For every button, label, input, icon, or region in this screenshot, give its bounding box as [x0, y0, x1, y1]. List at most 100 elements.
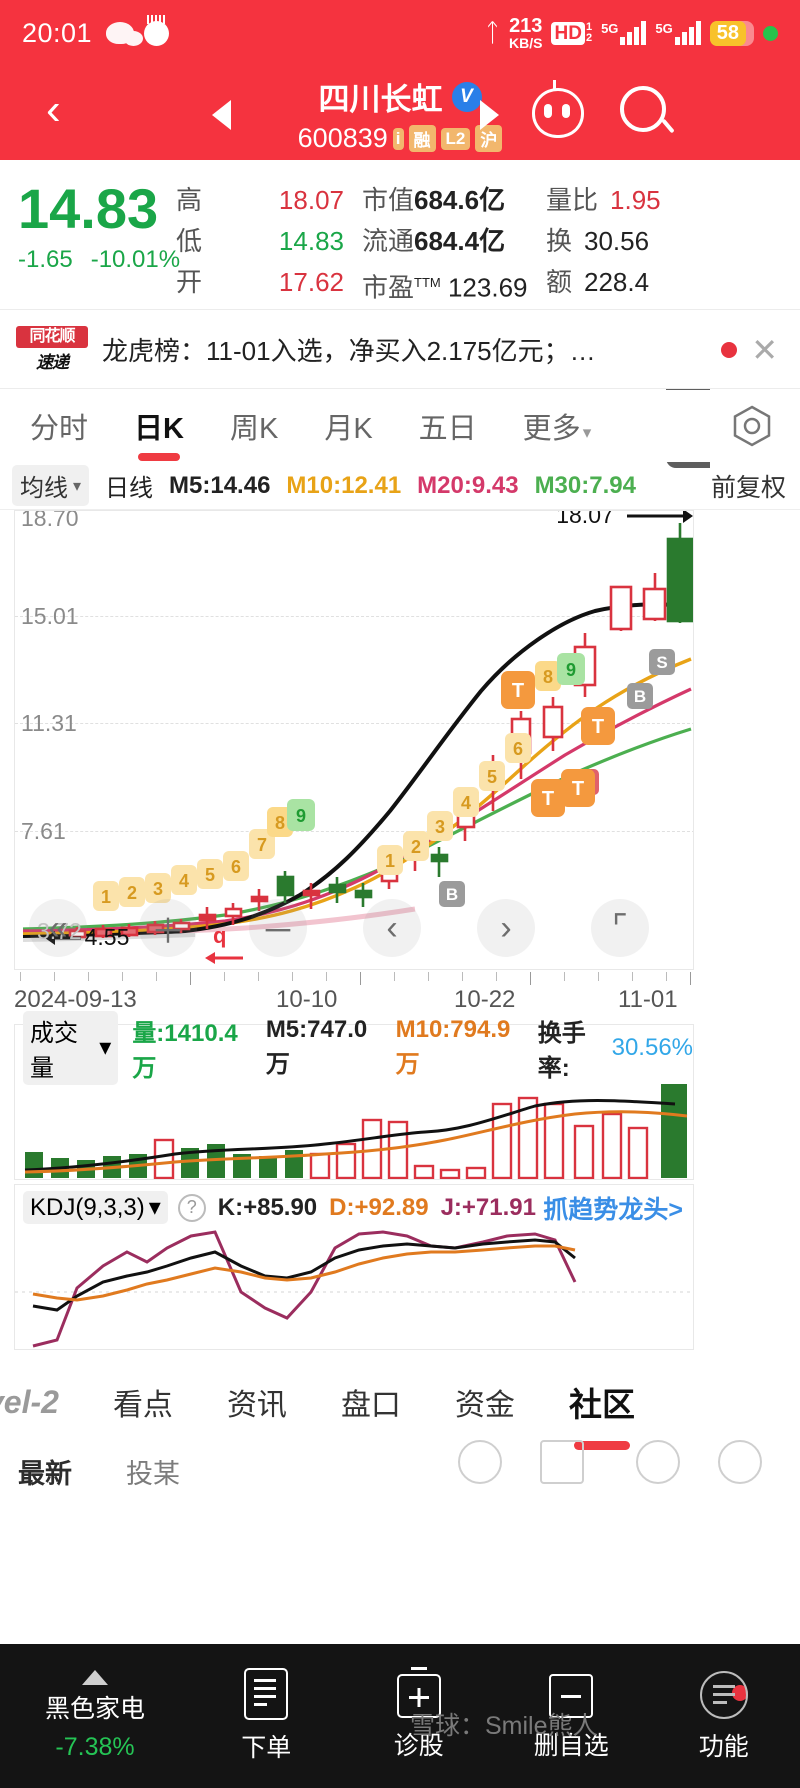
nav-remove-watchlist-button[interactable]: 删自选	[495, 1670, 648, 1762]
ma-selector[interactable]: 均线 ▾	[12, 465, 90, 506]
x-tick-0: 2024-09-13	[14, 986, 137, 1013]
tab-minute[interactable]: 分时	[30, 413, 89, 445]
turnover-rate-value: 30.56%	[611, 1033, 694, 1061]
x-tick-2: 10-22	[454, 986, 516, 1013]
svg-text:S: S	[656, 653, 667, 672]
svg-text:T: T	[542, 788, 554, 810]
tab-community[interactable]: 社区	[569, 1378, 635, 1426]
amount-value: 228.4	[584, 267, 650, 297]
tab-five-day[interactable]: 五日	[418, 413, 477, 445]
svg-text:6: 6	[513, 739, 523, 759]
high-value: 18.07	[278, 185, 344, 215]
tab-monthly-k[interactable]: 月K	[324, 413, 373, 445]
section-tabs: vel-2 看点 资讯 盘口 资金 社区	[0, 1358, 800, 1446]
prev-stock-arrow-icon[interactable]	[212, 100, 231, 130]
notice-text: 龙虎榜：11-01入选，净买入2.175亿元；…	[102, 336, 596, 366]
marketcap-value: 684.6亿	[414, 185, 506, 215]
function-menu-icon	[699, 1671, 748, 1719]
kdj-j-value: J:+71.91	[440, 1193, 536, 1221]
turnover-value: 30.56	[584, 226, 650, 256]
chart-fullscreen-button[interactable]: ⌜	[591, 899, 649, 957]
svg-text:5: 5	[205, 865, 215, 885]
trend-leader-link[interactable]: 抓趋势龙头>	[543, 1195, 683, 1224]
tab-news[interactable]: 资讯	[226, 1389, 287, 1422]
sector-indicator[interactable]: 黑色家电 -7.38%	[0, 1670, 190, 1762]
svg-text:2: 2	[411, 837, 421, 857]
network-speed: 213 KB/S	[509, 16, 542, 50]
tab-orderbook[interactable]: 盘口	[340, 1389, 401, 1422]
volume-canvas	[24, 1084, 688, 1179]
header-center: 四川长虹 V 600839 i 融 L2 沪	[210, 74, 590, 154]
back-button[interactable]: ‹	[46, 85, 61, 134]
diagnose-icon	[396, 1674, 441, 1718]
info-mark-icon[interactable]: i	[392, 127, 404, 150]
page-title: 四川长虹 V	[319, 74, 482, 119]
tab-kandian[interactable]: 看点	[112, 1389, 173, 1422]
last-price: 14.83	[18, 177, 159, 240]
svg-text:2: 2	[127, 883, 137, 903]
tab-weekly-k[interactable]: 周K	[229, 413, 279, 445]
tag-margin: 融	[408, 125, 436, 152]
battery-indicator: 58	[709, 20, 754, 46]
kdj-chart[interactable]	[14, 1230, 694, 1350]
kdj-selector[interactable]: KDJ(9,3,3) ▾	[23, 1191, 168, 1224]
ratio-column: 量比 1.95 换 30.56 额 228.4	[546, 180, 661, 303]
price-change-pct: -10.01%	[90, 246, 181, 273]
signal-icon-2: 5G	[655, 21, 701, 45]
x-tick-1: 10-10	[276, 986, 338, 1013]
sector-change-pct: -7.38%	[55, 1733, 135, 1761]
tab-level2[interactable]: vel-2	[0, 1383, 59, 1420]
volume-chart[interactable]	[14, 1070, 694, 1180]
remove-watchlist-icon	[549, 1674, 594, 1718]
svg-text:B: B	[634, 687, 646, 706]
svg-text:6: 6	[231, 857, 241, 877]
close-icon[interactable]: ✕	[751, 331, 778, 368]
ma-period: 日线	[105, 475, 154, 502]
chart-pan-right-button[interactable]: ›	[477, 899, 535, 957]
nav-diagnose-button[interactable]: 诊股	[343, 1670, 496, 1762]
quote-panel: 14.83 -1.65 -10.01% 高 低 开 18.07 14.83 17…	[0, 160, 800, 468]
notice-bar[interactable]: 同花顺 速递 龙虎榜：11-01入选，净买入2.175亿元；… ✕	[0, 311, 800, 389]
high-label: 高	[176, 185, 203, 215]
volume-selector[interactable]: 成交量 ▾	[23, 1010, 119, 1085]
chart-jump-start-button[interactable]: «	[29, 899, 87, 957]
amount-label: 额	[546, 267, 573, 297]
price-block: 14.83 -1.65 -10.01%	[18, 177, 180, 274]
help-icon[interactable]: ?	[177, 1193, 206, 1222]
svg-text:5: 5	[487, 767, 497, 787]
nav-function-button[interactable]: 功能	[648, 1669, 800, 1763]
page-header: ‹ 四川长虹 V 600839 i 融 L2 沪	[0, 66, 800, 160]
hlo-values: 18.07 14.83 17.62	[252, 180, 344, 303]
tab-daily-k[interactable]: 日K	[126, 405, 192, 447]
volume-ma5: M5:747.0万	[265, 1016, 368, 1078]
y-tick-0: 18.70	[21, 510, 79, 531]
hexagon-settings-icon[interactable]	[730, 404, 774, 448]
chart-pan-left-button[interactable]: ‹	[363, 899, 421, 957]
watermark: 雪球：Smile熊人	[410, 1712, 598, 1740]
kline-chart[interactable]: 18.70 15.01 11.31 7.61	[14, 510, 694, 970]
next-stock-arrow-icon[interactable]	[480, 100, 499, 130]
open-value: 17.62	[278, 267, 344, 297]
chart-zoom-in-button[interactable]: ＋	[139, 899, 197, 957]
kdj-d-value: D:+92.89	[329, 1193, 429, 1221]
ai-robot-icon[interactable]	[532, 80, 584, 138]
float-value: 684.4亿	[414, 226, 506, 256]
low-value: 14.83	[278, 226, 344, 256]
volume-header: 成交量 ▾ 量:1410.4万 M5:747.0万 M10:794.9万 换手率…	[14, 1010, 694, 1085]
chevron-down-icon: ▾	[99, 1034, 112, 1061]
bluetooth-icon: ᛏ	[485, 18, 501, 47]
tab-funds[interactable]: 资金	[454, 1389, 515, 1422]
svg-text:1: 1	[101, 887, 111, 907]
nav-order-button[interactable]: 下单	[190, 1668, 343, 1764]
search-icon[interactable]	[620, 86, 666, 132]
tab-more[interactable]: 更多 ▾	[522, 413, 592, 445]
adjust-mode[interactable]: 前复权	[710, 473, 786, 502]
price-change: -1.65	[18, 246, 73, 273]
network-speed-unit: KB/S	[509, 35, 543, 51]
chart-zoom-out-button[interactable]: －	[249, 899, 307, 957]
price-change-row: -1.65 -10.01%	[18, 246, 180, 274]
turnover-label: 换	[546, 226, 573, 256]
x-tick-3: 11-01	[618, 986, 678, 1013]
svg-text:3: 3	[153, 879, 163, 899]
